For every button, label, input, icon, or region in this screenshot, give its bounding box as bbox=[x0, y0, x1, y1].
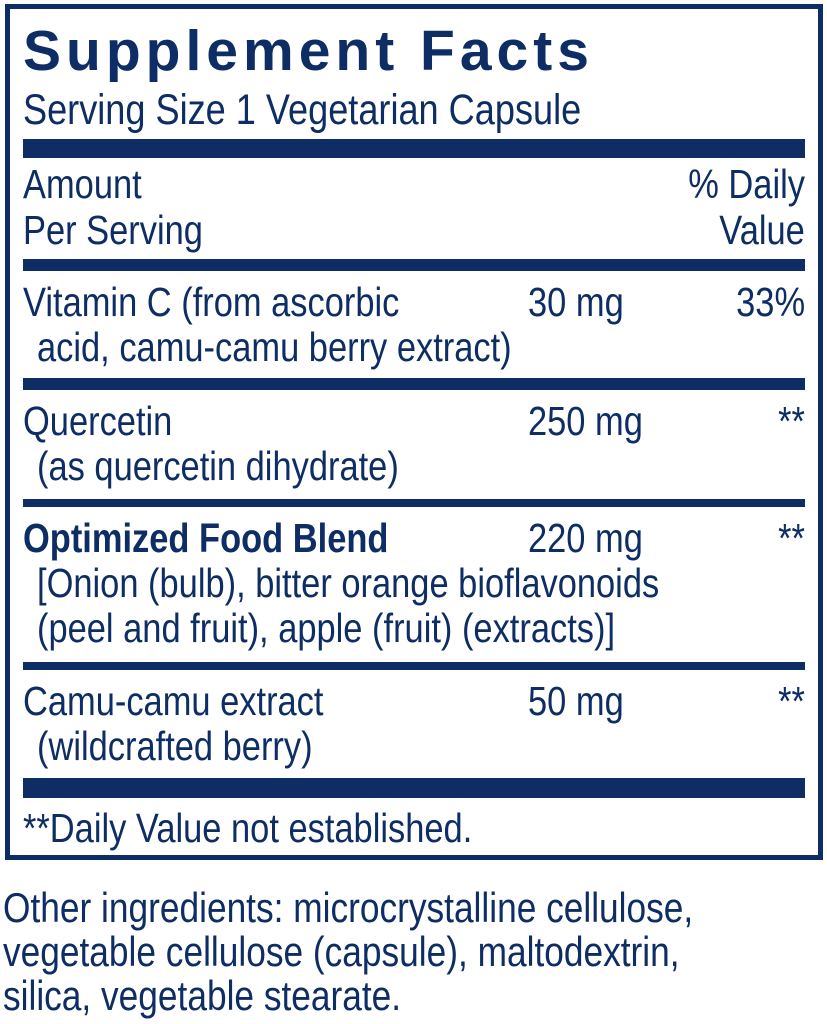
amount-text: 50 mg bbox=[528, 678, 624, 724]
row-line: (peel and fruit), apple (fruit) (extract… bbox=[23, 606, 805, 651]
other-ingredients-text: silica, vegetable stearate. bbox=[3, 972, 402, 1019]
ingredient-name-continued: acid, camu-camu berry extract) bbox=[37, 324, 512, 370]
ingredient-row-optimized-food-blend: Optimized Food Blend 220 mg ** [Onion (b… bbox=[23, 507, 805, 662]
header-amount-line1: Amount bbox=[23, 161, 142, 207]
other-ingredients-line: silica, vegetable stearate. bbox=[3, 974, 825, 1018]
other-ingredients-text: Other ingredients: microcrystalline cell… bbox=[3, 884, 694, 931]
ingredient-daily-value: 33% bbox=[723, 280, 805, 325]
header-amount-line2: Per Serving bbox=[23, 207, 203, 253]
serving-size-text: Serving Size 1 Vegetarian Capsule bbox=[23, 86, 582, 134]
ingredient-daily-value: ** bbox=[773, 516, 805, 561]
row-line: [Onion (bulb), bitter orange bioflavonoi… bbox=[23, 561, 805, 606]
divider-heavy-top bbox=[23, 139, 805, 158]
ingredient-amount: 220 mg bbox=[528, 516, 665, 561]
supplement-facts-panel: Supplement Facts Serving Size 1 Vegetari… bbox=[5, 4, 823, 860]
column-header-row: Amount Per Serving % Daily Value bbox=[23, 161, 805, 253]
row-line: (wildcrafted berry) bbox=[23, 724, 805, 769]
row-line: (as quercetin dihydrate) bbox=[23, 444, 805, 489]
row-line: acid, camu-camu berry extract) bbox=[23, 325, 805, 370]
dv-text: ** bbox=[778, 515, 805, 561]
row-line: Quercetin 250 mg ** bbox=[23, 399, 805, 444]
divider-row bbox=[23, 378, 805, 390]
footnote-text: **Daily Value not established. bbox=[23, 805, 473, 851]
row-line: Camu-camu extract 50 mg ** bbox=[23, 679, 805, 724]
panel-title: Supplement Facts bbox=[23, 19, 594, 83]
divider-row bbox=[23, 662, 805, 670]
other-ingredients-line: vegetable cellulose (capsule), maltodext… bbox=[3, 930, 825, 974]
row-line: Optimized Food Blend 220 mg ** bbox=[23, 516, 805, 561]
header-dv-line1: % Daily bbox=[688, 161, 805, 207]
ingredient-name: Quercetin bbox=[23, 398, 173, 444]
ingredient-row-quercetin: Quercetin 250 mg ** (as quercetin dihydr… bbox=[23, 390, 805, 499]
amount-text: 220 mg bbox=[528, 515, 643, 561]
daily-value-footnote: **Daily Value not established. bbox=[23, 798, 805, 851]
amount-text: 250 mg bbox=[528, 398, 643, 444]
divider-row bbox=[23, 499, 805, 507]
other-ingredients: Other ingredients: microcrystalline cell… bbox=[3, 886, 825, 1018]
ingredient-daily-value: ** bbox=[773, 679, 805, 724]
dv-text: ** bbox=[778, 398, 805, 444]
divider-header bbox=[23, 259, 805, 271]
ingredient-amount: 250 mg bbox=[528, 399, 665, 444]
row-line: Vitamin C (from ascorbic 30 mg 33% bbox=[23, 280, 805, 325]
ingredient-name-continued: [Onion (bulb), bitter orange bioflavonoi… bbox=[37, 560, 660, 606]
ingredient-amount: 30 mg bbox=[528, 280, 642, 325]
ingredient-row-camu-camu: Camu-camu extract 50 mg ** (wildcrafted … bbox=[23, 670, 805, 778]
daily-value-header: % Daily Value bbox=[666, 161, 805, 253]
dv-text: ** bbox=[778, 678, 805, 724]
divider-heavy-bottom bbox=[23, 778, 805, 798]
ingredient-name-continued: (wildcrafted berry) bbox=[37, 723, 313, 769]
ingredient-name: Optimized Food Blend bbox=[23, 515, 389, 561]
ingredient-name: Vitamin C (from ascorbic bbox=[23, 279, 400, 325]
ingredient-amount: 50 mg bbox=[528, 679, 642, 724]
ingredient-row-vitamin-c: Vitamin C (from ascorbic 30 mg 33% acid,… bbox=[23, 271, 805, 378]
other-ingredients-text: vegetable cellulose (capsule), maltodext… bbox=[3, 928, 680, 975]
ingredient-daily-value: ** bbox=[773, 399, 805, 444]
amount-per-serving-header: Amount Per Serving bbox=[23, 161, 237, 253]
ingredient-name-continued: (as quercetin dihydrate) bbox=[37, 443, 399, 489]
header-dv-line2: Value bbox=[719, 207, 805, 253]
ingredient-name-continued: (peel and fruit), apple (fruit) (extract… bbox=[37, 605, 616, 651]
other-ingredients-line: Other ingredients: microcrystalline cell… bbox=[3, 886, 825, 930]
serving-size-line: Serving Size 1 Vegetarian Capsule bbox=[23, 86, 805, 134]
dv-text: 33% bbox=[736, 279, 805, 325]
ingredient-name: Camu-camu extract bbox=[23, 678, 324, 724]
amount-text: 30 mg bbox=[528, 279, 624, 325]
